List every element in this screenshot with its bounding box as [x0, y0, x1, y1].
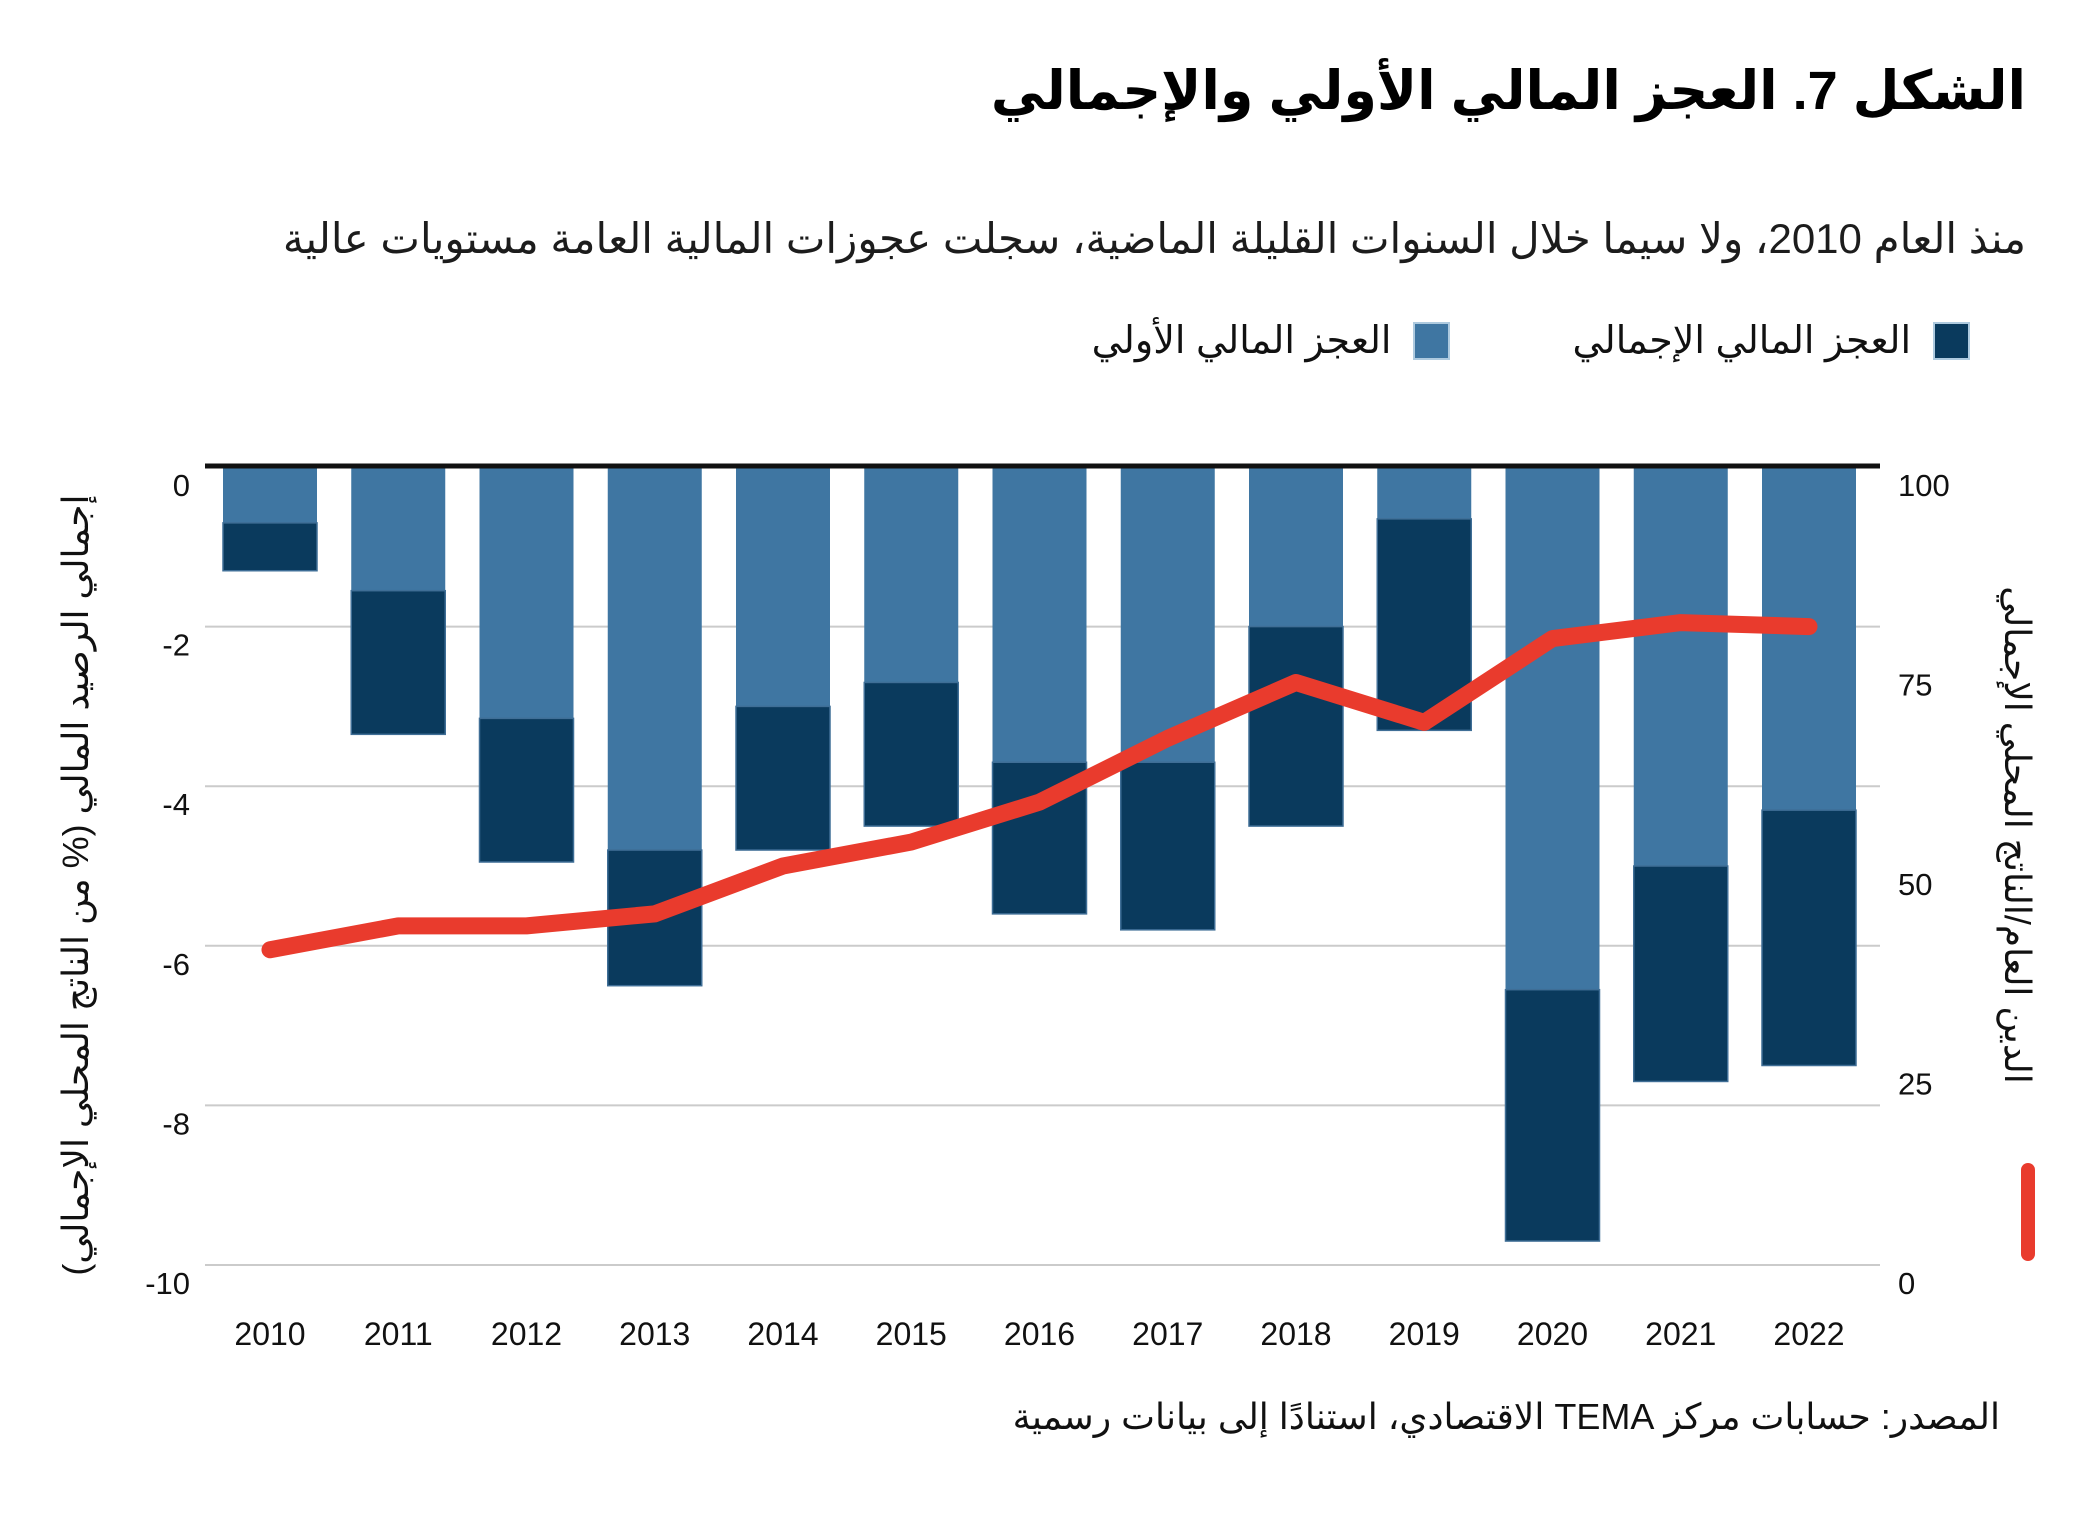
left-axis-tick: 0: [173, 468, 190, 503]
debt-line-legend-marker-icon: [2021, 1163, 2035, 1261]
left-axis-title: إجمالي الرصيد المالي (% من الناتج المحلي…: [55, 494, 96, 1276]
legend-label-primary: العجز المالي الأولي: [1091, 320, 1392, 362]
bar-overall-2015: [863, 681, 959, 827]
bar-primary-2021: [1633, 467, 1728, 866]
x-axis-label-2017: 2017: [1132, 1316, 1203, 1352]
x-axis-label-2020: 2020: [1517, 1316, 1588, 1352]
bar-overall-2010: [222, 522, 318, 572]
bar-primary-2020: [1505, 467, 1600, 990]
left-axis-tick: -2: [162, 628, 190, 663]
x-axis-label-2018: 2018: [1260, 1316, 1331, 1352]
right-axis-tick: 25: [1898, 1067, 1932, 1102]
bar-primary-2014: [736, 467, 830, 707]
x-axis-label-2022: 2022: [1773, 1316, 1844, 1352]
x-axis-label-2011: 2011: [364, 1316, 433, 1352]
x-axis-label-2014: 2014: [747, 1316, 818, 1352]
left-axis-tick: -8: [162, 1106, 190, 1141]
legend-label-overall: العجز المالي الإجمالي: [1572, 320, 1911, 362]
bar-overall-2021: [1633, 865, 1729, 1083]
x-axis-label-2015: 2015: [876, 1316, 947, 1352]
bar-overall-2017: [1120, 761, 1216, 931]
primary-deficit-swatch-icon: [1413, 321, 1451, 360]
bar-primary-2016: [992, 467, 1087, 763]
bar-primary-2011: [351, 467, 446, 591]
bar-overall-2012: [478, 717, 575, 863]
x-axis-label-2013: 2013: [619, 1316, 690, 1352]
bar-primary-2022: [1762, 467, 1856, 811]
figure-subtitle: منذ العام 2010، ولا سيما خلال السنوات ال…: [282, 215, 2026, 262]
bar-overall-2014: [735, 705, 831, 851]
legend-item-primary-deficit: العجز المالي الأولي: [1092, 318, 1451, 363]
bar-primary-2010: [223, 467, 317, 523]
left-axis-tick: -6: [162, 947, 190, 982]
source-note: المصدر: حسابات مركز TEMA الاقتصادي، استن…: [1012, 1396, 2000, 1437]
bar-primary-2012: [479, 467, 574, 719]
right-axis-tick: 50: [1898, 867, 1932, 902]
chart-legend: العجز المالي الإجمالي العجز المالي الأول…: [1092, 318, 1970, 363]
bar-primary-2013: [607, 467, 702, 851]
overall-deficit-swatch-icon: [1933, 321, 1970, 360]
x-axis-label-2019: 2019: [1389, 1316, 1460, 1352]
bar-overall-2022: [1761, 809, 1857, 1067]
bar-primary-2017: [1120, 467, 1215, 763]
bar-primary-2019: [1377, 467, 1472, 519]
left-axis-tick: -4: [162, 787, 190, 822]
bar-overall-2011: [350, 589, 446, 736]
x-axis-label-2012: 2012: [491, 1316, 562, 1352]
figure-title: الشكل 7. العجز المالي الأولي والإجمالي: [990, 61, 2026, 121]
bar-overall-2018: [1248, 625, 1344, 827]
x-axis-label-2010: 2010: [234, 1316, 305, 1352]
bar-primary-2018: [1249, 467, 1343, 627]
bar-overall-2020: [1504, 988, 1601, 1242]
x-axis-label-2016: 2016: [1004, 1316, 1075, 1352]
legend-item-overall-deficit: العجز المالي الإجمالي: [1572, 318, 1970, 363]
bar-primary-2015: [864, 467, 959, 683]
x-axis-label-2021: 2021: [1645, 1316, 1716, 1352]
right-axis-title: الدين العام/الناتج المحلي الإجمالي: [1997, 586, 2038, 1084]
debt-line: [261, 614, 1818, 959]
right-axis-tick: 75: [1898, 668, 1932, 703]
left-axis-tick: -10: [145, 1266, 190, 1301]
right-axis-tick: 100: [1898, 468, 1950, 503]
right-axis-tick: 0: [1898, 1266, 1915, 1301]
